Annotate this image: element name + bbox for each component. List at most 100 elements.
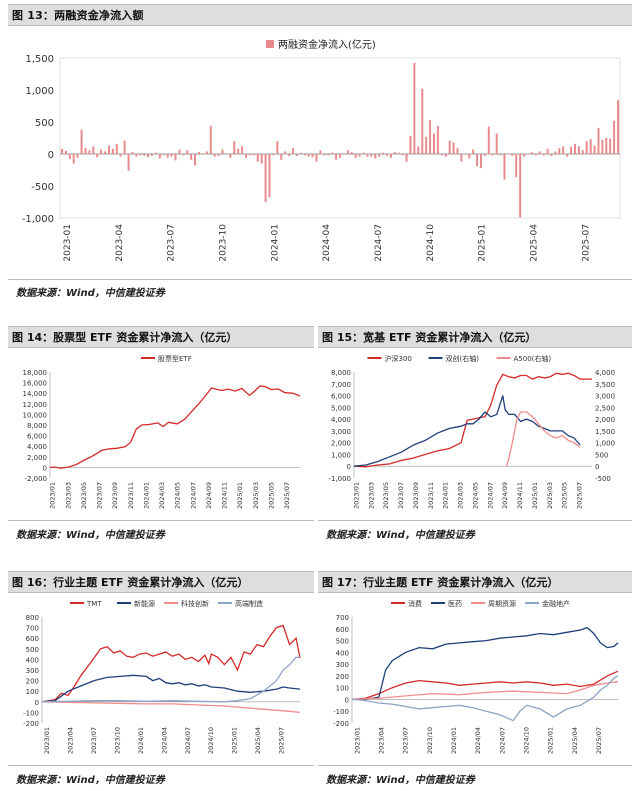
bar [346,150,349,154]
bar [213,154,216,157]
bar [538,151,541,154]
y-tick-label: 700 [26,625,39,633]
bar [147,154,150,158]
y-right-tick-label: 500 [595,451,608,459]
x-tick-label: 2023/10 [426,727,434,754]
x-tick-label: 2023/07 [96,482,104,509]
y-tick-label: 600 [26,635,39,643]
x-tick-label: 2023/11 [427,482,435,509]
legend-label: 消费 [408,599,422,608]
bar [108,145,110,154]
bar [264,154,267,202]
y-tick-label: 200 [26,678,39,686]
y-tick-label: 500 [35,118,54,129]
fig15-header: 图 15：宽基 ETF 资金累计净流入（亿元） [318,326,632,348]
bar [362,152,365,154]
bar [527,154,529,155]
x-tick-label: 2024/01 [137,727,145,754]
series-line [351,681,619,701]
bar [225,153,228,154]
bar [162,154,165,156]
x-tick-label: 2024/04 [474,727,482,754]
bar [72,154,75,164]
series-line [351,675,619,722]
y-right-tick-label: 2,000 [595,416,615,424]
x-tick-label: 2024/11 [516,482,524,509]
x-tick-label: 2023/07 [402,727,410,754]
bar [186,150,189,154]
x-tick-label: 2024-10 [426,224,436,262]
bar [80,129,83,154]
bar [88,150,91,154]
x-tick-label: 2023/01 [353,727,361,754]
bar [155,152,157,154]
y-tick-label: -500 [31,182,54,193]
bar [503,154,506,180]
y-tick-label: 7,000 [331,381,351,389]
bar [84,148,87,154]
bar [480,154,482,169]
bar [456,148,459,154]
bar [170,154,173,157]
bar [342,154,345,155]
bar [413,63,416,154]
bar [386,154,388,156]
y-tick-label: -200 [333,720,349,728]
bar [217,154,220,156]
y-tick-label: 8,000 [27,422,47,430]
bar [515,154,518,177]
x-tick-label: 2024/09 [501,482,509,509]
bar [440,154,443,156]
fig15-source: 数据来源：Wind，中信建投证券 [326,530,475,541]
x-tick-label: 2023/09 [412,482,420,509]
x-tick-label: 2024/09 [205,482,213,509]
bar [323,154,326,156]
bar [96,154,99,158]
bar [256,154,259,162]
bar [468,154,471,159]
bar [327,154,330,156]
y-tick-label: 3,000 [331,428,351,436]
bar [198,152,200,154]
legend-label: 双创(右轴) [446,354,480,363]
y-tick-label: 500 [26,646,39,654]
bar [370,154,373,157]
bar [292,148,294,154]
bar [507,153,510,154]
bar [241,146,244,154]
x-tick-label: 2024/01 [442,482,450,509]
series-line [49,385,301,469]
bar [182,154,185,156]
x-tick-label: 2024/10 [207,727,215,754]
bar [542,154,545,156]
bar [609,138,612,154]
bar [366,154,369,157]
legend-label: A500(右轴) [514,354,552,363]
bar [276,141,279,154]
bar [597,127,600,154]
y-tick-label: -2,000 [24,475,47,483]
bar [581,150,584,154]
x-tick-label: 2025/03 [546,482,554,509]
bar [272,154,275,156]
fig17-source: 数据来源：Wind，中信建投证券 [326,775,475,786]
x-tick-label: 2024/07 [189,482,197,509]
y-tick-label: 4,000 [331,416,351,424]
bar [178,149,181,154]
bar [605,138,608,154]
bar [119,154,122,157]
x-tick-label: 2023/07 [90,727,98,754]
bar [143,154,146,156]
legend-label: 沪深300 [385,354,412,363]
series-line [353,372,592,468]
fig13-source: 数据来源：Wind，中信建投证券 [16,288,165,299]
bar [495,133,498,154]
x-tick-label: 2024/01 [142,482,150,509]
x-tick-label: 2025/07 [283,482,291,509]
bar [139,154,142,156]
y-tick-label: -1,000 [328,475,351,483]
bar [76,154,79,158]
bar [260,154,263,164]
bar [174,154,177,161]
x-tick-label: 2024/07 [486,482,494,509]
